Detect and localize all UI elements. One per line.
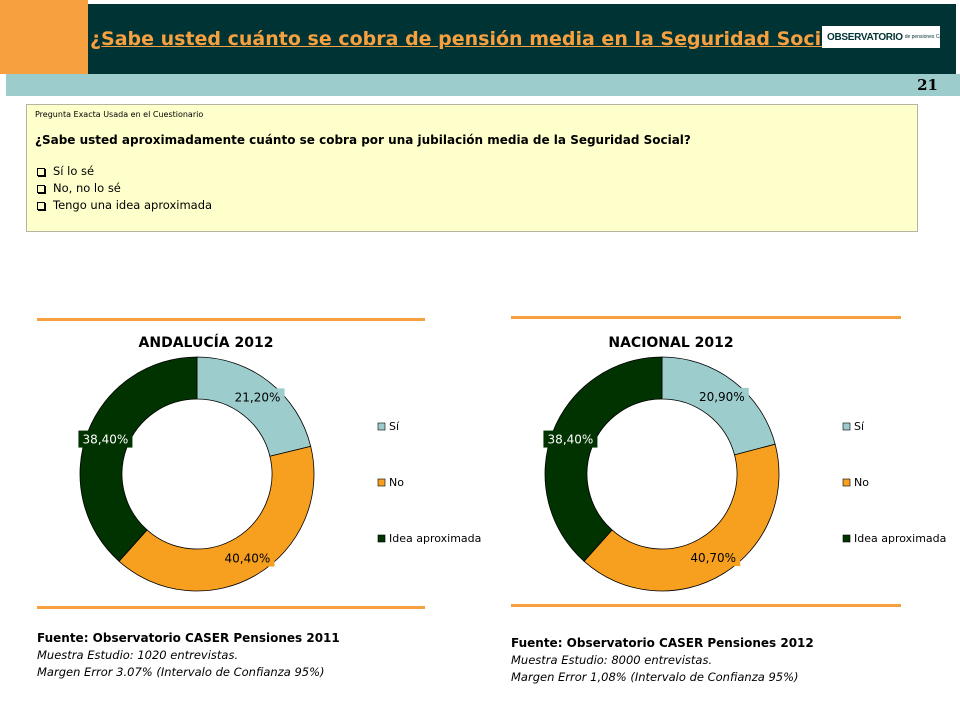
option-label: No, no lo sé [53,181,121,195]
page-number: 21 [917,76,938,94]
chart-top-rule [511,316,901,319]
data-label-box [543,430,598,448]
data-label-box [78,430,133,448]
header-bar [88,4,956,74]
donut-slice [196,356,312,457]
page-title[interactable]: ¿Sabe usted cuánto se cobra de pensión m… [90,28,852,50]
donut-chart-andalucia: ANDALUCÍA 2012 21,20% 40,40% 38,40% Sí No Idea… [78,334,481,592]
source-note-andalucia: Fuente: Observatorio CASER Pensiones 201… [37,631,437,679]
data-label-text: 38,40% [83,433,129,447]
data-label-text: 38,40% [548,433,594,447]
chart-title: NACIONAL 2012 [608,335,733,351]
chart-bottom-rule [511,604,901,607]
chart-title: ANDALUCÍA 2012 [139,334,274,351]
legend-label: No [389,476,404,489]
legend-swatch [377,534,386,543]
legend-swatch [377,478,386,487]
logo-text: OBSERVATORIO [827,31,903,43]
data-label: 38,40% [78,430,133,448]
data-label-text: 40,70% [690,551,736,565]
data-label: 38,40% [543,430,598,448]
donut-slice [583,443,780,592]
question-options: Sí lo sé No, no lo sé Tengo una idea apr… [35,163,909,214]
donut-slice [118,445,315,592]
source-note-nacional: Fuente: Observatorio CASER Pensiones 201… [511,636,911,684]
legend-item: No [842,476,869,489]
legend-label: Idea aproximada [854,532,946,545]
source-sample: Muestra Estudio: 1020 entrevistas. [37,648,239,662]
source-error: Margen Error 3.07% (Intervalo de Confian… [37,665,325,679]
data-label-text: 40,40% [225,552,271,566]
data-label: 40,40% [220,549,275,567]
data-label-box [230,388,285,406]
checkbox-icon [37,201,45,210]
legend-label: Idea aproximada [389,532,481,545]
chart-bottom-rule [37,606,425,609]
data-label: 40,70% [686,549,741,567]
source-title: Fuente: Observatorio CASER Pensiones 201… [37,631,340,645]
observatorio-logo: OBSERVATORIO de pensiones Caser [822,26,949,48]
donut-slice [544,356,663,562]
data-label-text: 21,20% [235,390,281,404]
donut-slice [661,356,776,456]
legend-label: No [854,476,869,489]
teal-band [6,74,960,96]
option-label: Tengo una idea aproximada [53,198,213,212]
source-title: Fuente: Observatorio CASER Pensiones 201… [511,636,814,650]
legend-item: Idea aproximada [377,532,481,545]
legend-label: Sí [389,420,400,433]
legend-item: Idea aproximada [842,532,946,545]
data-label-box [694,387,749,405]
question-box: Pregunta Exacta Usada en el Cuestionario… [26,104,918,232]
data-label-text: 20,90% [699,390,745,404]
source-error: Margen Error 1,08% (Intervalo de Confian… [511,670,799,684]
legend-swatch [842,478,851,487]
legend-label: Sí [854,420,865,433]
legend-swatch [377,422,386,431]
donut-slice [79,356,198,562]
data-label: 20,90% [694,387,749,405]
logo-subtext: de pensiones Caser [904,34,950,40]
orange-corner-block [0,0,88,74]
question-caption: Pregunta Exacta Usada en el Cuestionario [35,110,204,119]
legend-item: Sí [842,420,865,433]
option-item: No, no lo sé [35,180,909,197]
option-item: Sí lo sé [35,163,909,180]
donut-chart-nacional: NACIONAL 2012 20,90% 40,70% 38,40% Sí No Idea … [543,335,946,592]
data-label-box [220,549,275,567]
data-label: 21,20% [230,388,285,406]
data-label-box [686,549,741,567]
checkbox-icon [37,167,45,176]
legend-item: Sí [377,420,400,433]
legend-item: No [377,476,404,489]
source-sample: Muestra Estudio: 8000 entrevistas. [511,653,713,667]
option-label: Sí lo sé [53,164,95,178]
option-item: Tengo una idea aproximada [35,197,909,214]
question-text: ¿Sabe usted aproximadamente cuánto se co… [35,133,691,147]
chart-top-rule [37,318,425,321]
checkbox-icon [37,184,45,193]
legend-swatch [842,422,851,431]
legend-swatch [842,534,851,543]
